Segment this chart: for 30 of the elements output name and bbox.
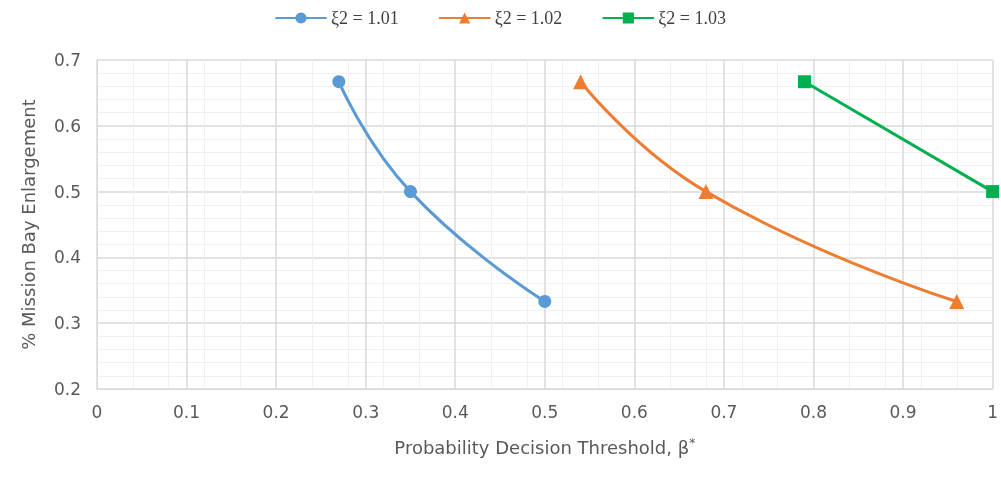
point	[986, 185, 1000, 199]
y-tick-label: 0.6	[53, 115, 81, 136]
point	[538, 294, 552, 308]
point	[949, 293, 965, 309]
x-tick-label: 0.4	[441, 401, 469, 422]
point	[698, 184, 714, 200]
x-tick-label: 0.1	[173, 401, 201, 422]
point	[798, 75, 812, 89]
y-tick-label: 0.4	[53, 247, 81, 268]
y-tick-label: 0.3	[53, 313, 81, 334]
point	[403, 185, 417, 199]
point	[332, 75, 346, 89]
point	[573, 74, 589, 90]
x-tick-label: 0.8	[799, 401, 827, 422]
y-tick-label: 0.7	[53, 50, 81, 70]
legend-label: ξ2 = 1.01	[330, 8, 399, 28]
x-tick-label: 0.7	[710, 401, 738, 422]
x-tick-label: 1	[987, 401, 999, 422]
x-tick-label: 0.9	[889, 401, 917, 422]
x-tick-label: 0.6	[620, 401, 648, 422]
y-axis-title: % Mission Bay Enlargement	[17, 99, 39, 350]
x-axis-title: Probability Decision Threshold, β*	[394, 436, 696, 458]
legend-label: ξ2 = 1.03	[658, 8, 727, 28]
y-tick-label: 0.5	[53, 181, 81, 202]
y-tick-label: 0.2	[53, 379, 81, 399]
x-tick-label: 0	[91, 401, 103, 422]
legend-label: ξ2 = 1.02	[494, 8, 563, 28]
x-tick-label: 0.5	[531, 401, 559, 422]
x-tick-label: 0.2	[262, 401, 290, 422]
x-tick-label: 0.3	[352, 401, 380, 422]
